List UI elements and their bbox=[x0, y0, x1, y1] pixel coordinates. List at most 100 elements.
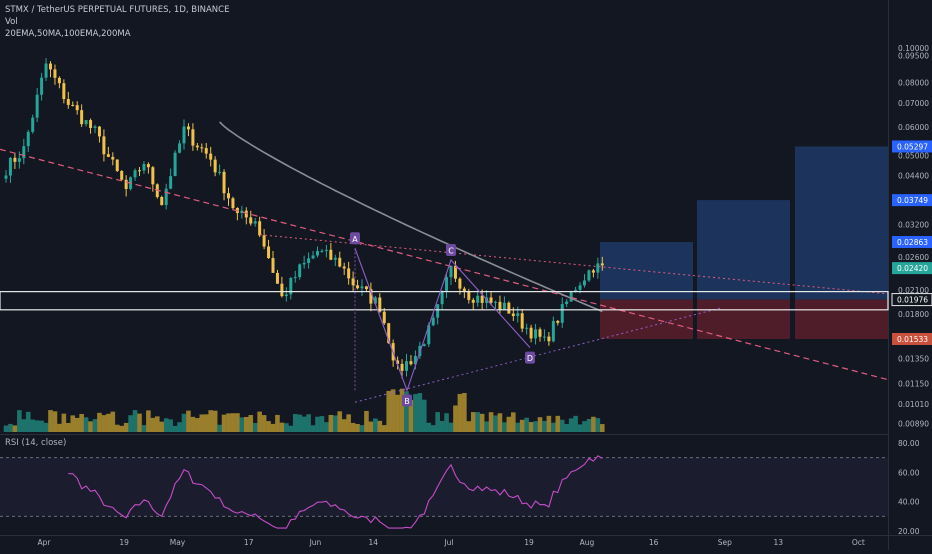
volume-bar bbox=[119, 425, 124, 432]
stop-zone-1 bbox=[600, 299, 693, 339]
candle-body bbox=[511, 313, 515, 317]
volume-bar bbox=[190, 416, 196, 432]
volume-bar bbox=[172, 425, 178, 432]
time-tick-label: Oct bbox=[852, 538, 865, 547]
candle-body bbox=[373, 297, 377, 304]
volume-bar bbox=[199, 414, 205, 432]
volume-bar bbox=[52, 411, 58, 432]
price-tag-box bbox=[892, 194, 932, 207]
candle-body bbox=[405, 361, 408, 371]
volume-bar bbox=[244, 416, 249, 432]
candle-body bbox=[17, 158, 21, 162]
candle-body bbox=[93, 126, 97, 128]
volume-bar bbox=[155, 416, 160, 432]
candle-body bbox=[316, 251, 319, 256]
volume-bar bbox=[422, 399, 427, 432]
rsi-line bbox=[68, 455, 603, 529]
candle-body bbox=[26, 131, 30, 147]
volume-bar bbox=[195, 418, 200, 432]
candle-body bbox=[258, 221, 262, 236]
candle-body bbox=[596, 263, 600, 273]
volume-bar bbox=[288, 425, 294, 432]
time-tick-label: Jul bbox=[443, 538, 453, 547]
price-tag-stop: 0.01533 bbox=[892, 333, 932, 345]
volume-bar bbox=[493, 415, 498, 432]
candle-body bbox=[191, 129, 195, 146]
candle-body bbox=[347, 268, 351, 279]
volume-bar bbox=[217, 424, 222, 432]
candle-body bbox=[80, 110, 84, 125]
candle-body bbox=[75, 105, 79, 111]
volume-bar bbox=[573, 415, 578, 432]
candle-body bbox=[551, 320, 555, 342]
volume-bar bbox=[97, 412, 102, 432]
volume-bar bbox=[279, 422, 285, 432]
candle-body bbox=[146, 164, 150, 168]
candle-body bbox=[520, 313, 524, 329]
time-tick-label: 13 bbox=[773, 538, 783, 547]
price-tick-label: 0.06000 bbox=[898, 123, 929, 132]
volume-bar bbox=[128, 415, 133, 432]
volume-bar bbox=[324, 422, 329, 432]
volume-bar bbox=[368, 421, 374, 432]
candle-body bbox=[44, 63, 48, 78]
volume-bar bbox=[435, 412, 440, 432]
candle-body bbox=[320, 250, 324, 252]
volume-bar bbox=[226, 413, 231, 432]
price-tag-box bbox=[892, 236, 932, 248]
price-tick-label: 0.01150 bbox=[898, 380, 929, 389]
candle-body bbox=[13, 157, 17, 162]
candle-body bbox=[169, 176, 173, 189]
candle-body bbox=[556, 320, 560, 323]
volume-bar bbox=[34, 420, 40, 432]
volume-bar bbox=[453, 405, 458, 432]
candle-body bbox=[507, 302, 511, 314]
candle-body bbox=[342, 266, 346, 269]
volume-bar bbox=[519, 419, 525, 432]
candle-body bbox=[583, 280, 586, 286]
volume-bar bbox=[248, 415, 254, 432]
candle-body bbox=[209, 153, 213, 160]
volume-bar bbox=[275, 414, 280, 432]
candle-body bbox=[142, 164, 146, 171]
candle-body bbox=[587, 270, 591, 281]
candle-body bbox=[458, 278, 462, 289]
volume-bar bbox=[341, 419, 347, 432]
volume-bar bbox=[110, 411, 116, 432]
candle-body bbox=[35, 94, 39, 118]
candle-body bbox=[578, 285, 582, 290]
candle-body bbox=[311, 255, 315, 259]
candle-body bbox=[489, 297, 493, 303]
volume-bar bbox=[310, 425, 316, 432]
candle-body bbox=[471, 299, 475, 303]
volume-bar bbox=[239, 417, 245, 432]
volume-bar bbox=[470, 412, 476, 432]
candle-body bbox=[453, 265, 457, 279]
volume-bar bbox=[284, 423, 289, 432]
volume-bar bbox=[399, 388, 405, 432]
candle-body bbox=[516, 313, 520, 317]
candle-body bbox=[138, 170, 141, 172]
candle-body bbox=[574, 289, 578, 292]
volume-bar bbox=[270, 423, 276, 432]
candle-body bbox=[445, 277, 449, 291]
volume-bar bbox=[83, 417, 89, 432]
volume-bar bbox=[177, 422, 182, 432]
volume-bar bbox=[74, 417, 80, 432]
candle-body bbox=[133, 170, 137, 178]
price-tick-label: 0.09500 bbox=[898, 52, 929, 61]
volume-bar bbox=[444, 413, 449, 432]
price-tag-label: 0.02863 bbox=[897, 238, 928, 247]
candle-body bbox=[120, 170, 124, 180]
volume-bar bbox=[43, 422, 49, 432]
volume-bar bbox=[559, 419, 565, 432]
resistance-dotted-line bbox=[259, 234, 889, 295]
candle-body bbox=[173, 152, 177, 177]
candle-body bbox=[182, 126, 186, 144]
pattern-point-d-label: D bbox=[527, 354, 533, 363]
volume-bar bbox=[506, 416, 512, 432]
volume-bar bbox=[479, 413, 485, 432]
candle-body bbox=[293, 277, 297, 279]
